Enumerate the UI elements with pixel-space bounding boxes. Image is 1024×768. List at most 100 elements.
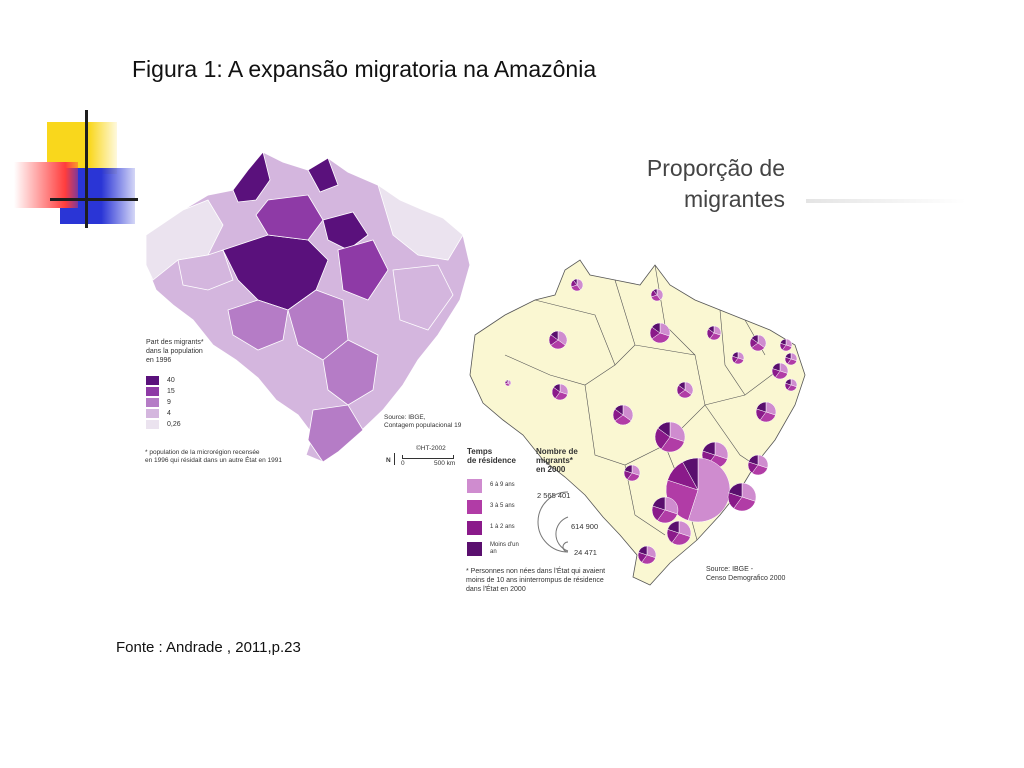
pie-slice — [748, 454, 759, 466]
pie-slice — [756, 401, 767, 413]
right-map-source: Source: IBGE - Censo Demografico 2000 — [706, 565, 785, 583]
figure-title: Figura 1: A expansão migratoria na Amazô… — [132, 56, 597, 82]
left-map-source: Source: IBGE, Contagem populacional 19 — [384, 414, 461, 430]
left-source-line: Source: IBGE, — [384, 414, 426, 421]
residence-class-row: Moins d'un an — [467, 538, 520, 559]
pie-slice — [505, 379, 509, 384]
legend-class-row: 4 — [146, 408, 204, 419]
residence-header-line: de résidence — [467, 456, 516, 465]
pie-slice — [553, 383, 561, 393]
proportion-title-line: migrantes — [684, 186, 785, 212]
legend-class-label: 9 — [167, 399, 171, 406]
bubble-size-legend: Nombre de migrants* en 2000 2 565 401 61… — [530, 447, 620, 557]
proportion-title: Proporção de migrantes — [600, 153, 785, 215]
bubble-value-medium: 614 900 — [571, 522, 599, 531]
figure-source: Fonte : Andrade , 2011,p.23 — [116, 639, 301, 656]
pie-slice — [614, 404, 624, 416]
copyright-label: ©HT-2002 — [416, 445, 446, 452]
pie-slice — [651, 332, 670, 344]
pie-slice — [728, 482, 743, 498]
left-source-line: Contagem populacional 19 — [384, 422, 462, 429]
legend-class-row: 0,26 — [146, 419, 204, 430]
pie-slice — [784, 352, 792, 360]
legend-swatch — [146, 376, 159, 385]
pie-slice — [653, 288, 658, 296]
legend-class-row: 40 — [146, 375, 204, 386]
bubble-header-line: migrants* — [536, 456, 573, 465]
bubble-header-line: Nombre de — [536, 447, 578, 456]
legend-class-row: 9 — [146, 397, 204, 408]
scale-line — [402, 455, 454, 459]
pie-slice — [682, 457, 699, 491]
residence-class-row: 6 à 9 ans — [467, 475, 520, 496]
pie-slice — [664, 496, 679, 515]
left-note-line: * population de la microrégion recensée — [145, 449, 260, 456]
scale-max: 500 km — [434, 460, 456, 467]
right-note-line: * Personnes non nées dans l'État qui ava… — [466, 568, 606, 575]
right-source-line: Source: IBGE - — [706, 566, 754, 573]
residence-class-row: 3 à 5 ans — [467, 496, 520, 517]
pie-slice — [573, 278, 578, 286]
pie-slice — [638, 545, 648, 556]
pie-slice — [772, 362, 781, 372]
pie-slice — [550, 330, 559, 341]
residence-class-label: 3 à 5 ans — [490, 503, 515, 509]
north-arrow-icon — [394, 453, 395, 465]
legend-swatch — [146, 420, 159, 429]
scale-zero: 0 — [401, 460, 405, 467]
pie-slice — [731, 351, 739, 359]
residence-legend-header: Temps de résidence — [467, 447, 520, 465]
right-source-line: Censo Demografico 2000 — [706, 575, 786, 582]
bubble-arcs — [537, 491, 569, 553]
residence-swatch — [467, 478, 482, 493]
legend-swatch — [146, 409, 159, 418]
pie-slice — [669, 421, 686, 442]
right-note-line: dans l'État en 2000 — [466, 586, 526, 593]
right-map-legend: Temps de résidence 6 à 9 ans 3 à 5 ans 1… — [467, 447, 520, 559]
pie-slice — [733, 496, 756, 512]
left-legend-title-line: en 1996 — [146, 357, 172, 364]
left-map-note: * population de la microrégion recensée … — [145, 449, 282, 465]
pie-slice — [624, 464, 633, 474]
pie-slice — [651, 322, 661, 334]
proportion-title-line: Proporção de — [646, 155, 785, 181]
pie-slice — [657, 509, 678, 524]
residence-swatch — [467, 541, 482, 556]
residence-swatch — [467, 520, 482, 535]
legend-class-label: 40 — [167, 377, 175, 384]
left-legend-title-line: dans la population — [146, 348, 203, 355]
legend-class-label: 4 — [167, 410, 171, 417]
residence-header-line: Temps — [467, 447, 493, 456]
pie-slice — [784, 378, 792, 386]
legend-swatch — [146, 398, 159, 407]
legend-class-label: 15 — [167, 388, 175, 395]
legend-swatch — [146, 387, 159, 396]
pie-slice — [741, 482, 757, 502]
brazil-choropleth-map — [145, 151, 471, 463]
pie-slice — [707, 325, 715, 334]
pie-slice — [657, 421, 671, 438]
pie-slice — [702, 441, 716, 456]
right-note-line: moins de 10 ans ininterrompus de résiden… — [466, 577, 604, 584]
pie-slice — [678, 381, 686, 391]
vertical-line — [85, 110, 88, 228]
pie-slice — [660, 436, 685, 453]
bubble-header-line: en 2000 — [536, 465, 566, 474]
residence-class-label: Moins d'un an — [490, 541, 519, 555]
pie-slice — [667, 520, 680, 534]
pie-symbols — [504, 278, 798, 565]
left-legend-title-line: Part des migrants* — [146, 339, 204, 346]
horizontal-line — [50, 198, 138, 201]
north-arrow: N — [386, 457, 391, 464]
legend-class-row: 15 — [146, 386, 204, 397]
pie-slice — [714, 441, 729, 460]
left-note-line: en 1996 qui résidait dans un autre État … — [145, 457, 282, 464]
pie-slice — [622, 404, 634, 422]
scale-bar: ©HT-2002 N 0 500 km — [386, 445, 466, 469]
title-divider — [806, 199, 966, 203]
decorative-squares — [10, 108, 140, 230]
pie-slice — [652, 496, 666, 511]
residence-swatch — [467, 499, 482, 514]
left-legend-title: Part des migrants* dans la population en… — [146, 338, 204, 365]
bubble-value-large: 2 565 401 — [537, 491, 571, 500]
